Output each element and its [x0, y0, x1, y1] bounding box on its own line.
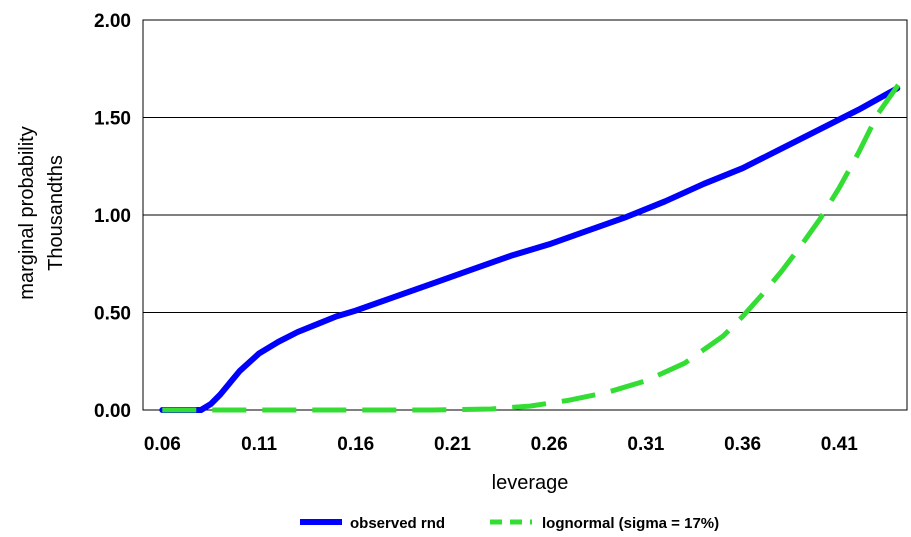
x-tick-label: 0.31 [627, 434, 664, 455]
legend-label-lognormal: lognormal (sigma = 17%) [542, 515, 719, 532]
x-tick-label: 0.06 [144, 434, 181, 455]
y-axis-label-line-2: Thousandths [45, 155, 67, 271]
x-axis-label: leverage [492, 472, 569, 494]
x-tick-label: 0.41 [821, 434, 858, 455]
y-tick-labels: 0.00 0.50 1.00 1.50 2.00 [94, 11, 131, 422]
series-line-observed-rnd [159, 85, 901, 413]
y-tick-label: 1.50 [94, 109, 131, 130]
legend: observed rnd lognormal (sigma = 17%) [300, 515, 719, 532]
y-tick-label: 0.50 [94, 304, 131, 325]
y-tick-label: 0.00 [94, 401, 131, 422]
x-tick-label: 0.16 [337, 434, 374, 455]
x-tick-label: 0.11 [241, 434, 277, 455]
x-tick-labels: 0.06 0.11 0.16 0.21 0.26 0.31 0.36 0.41 [144, 434, 858, 455]
plot-area [142, 19, 908, 411]
y-tick-label: 2.00 [94, 11, 131, 32]
y-axis-label-line-1: marginal probability [16, 126, 38, 299]
series-line-lognormal [162, 71, 910, 413]
x-tick-label: 0.36 [724, 434, 761, 455]
x-tick-label: 0.26 [531, 434, 568, 455]
y-tick-label: 1.00 [94, 206, 131, 227]
series-layer [159, 71, 910, 413]
x-tick-label: 0.21 [434, 434, 471, 455]
legend-label-observed-rnd: observed rnd [350, 515, 445, 532]
